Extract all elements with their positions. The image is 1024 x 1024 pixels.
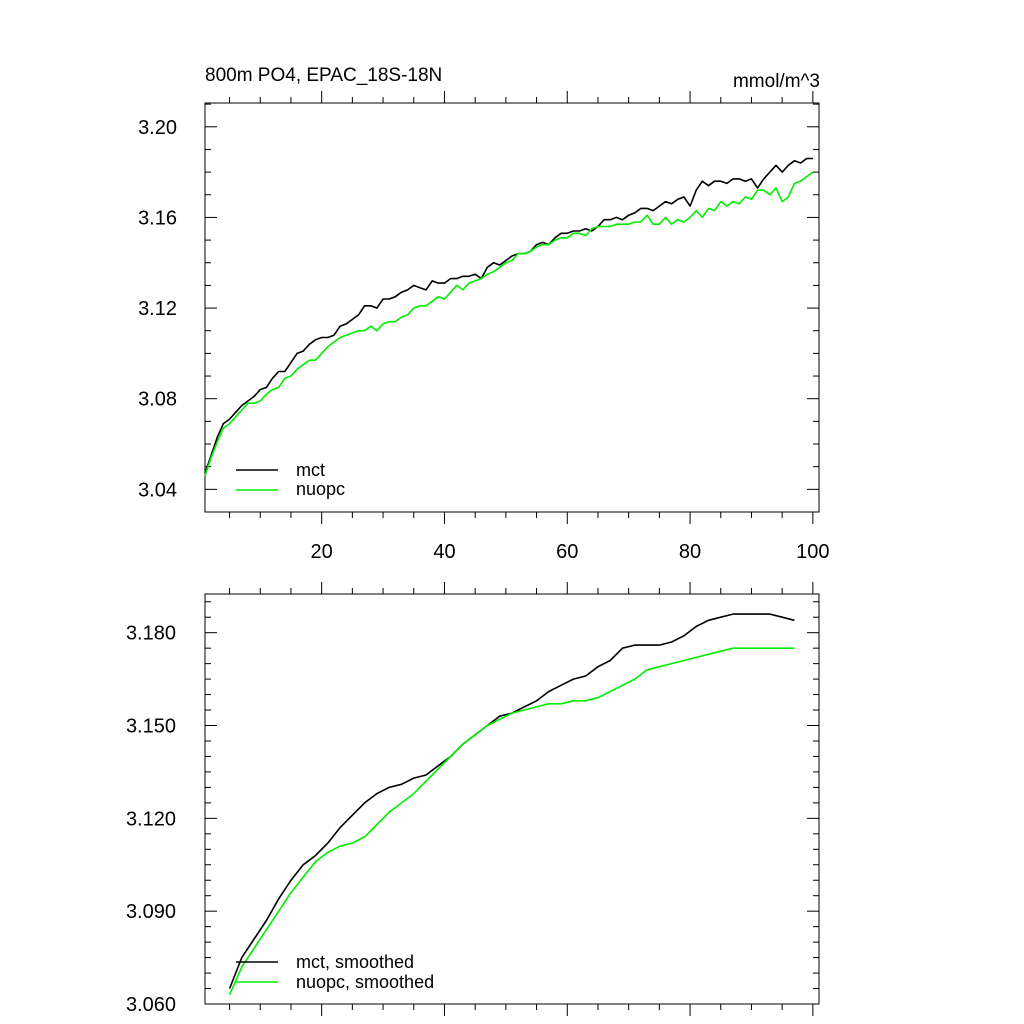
series-line-mct	[204, 157, 813, 474]
x-tick-label: 40	[433, 541, 455, 563]
y-tick-label: 3.180	[126, 623, 176, 645]
y-tick-label: 3.12	[138, 298, 177, 320]
axis-ticks	[205, 582, 819, 1016]
y-tick-label: 3.04	[138, 479, 177, 501]
plot-frame	[204, 593, 820, 1005]
legend-label-nuopc-smoothed: nuopc, smoothed	[296, 972, 434, 992]
y-tick-label: 3.20	[138, 117, 177, 139]
y-tick-label: 3.120	[126, 808, 176, 830]
y-tick-label: 3.090	[126, 901, 176, 923]
series-lines	[228, 613, 795, 996]
series-line-mct-smoothed	[228, 613, 795, 989]
y-tick-labels: 3.060 3.090 3.120 3.150 3.180	[126, 623, 176, 1016]
legend-label-nuopc: nuopc	[296, 479, 345, 499]
legend-label-mct: mct	[296, 460, 325, 480]
x-tick-label: 80	[679, 541, 701, 563]
legend: mct, smoothed nuopc, smoothed	[236, 952, 434, 992]
x-tick-label: 100	[796, 541, 829, 563]
series-line-nuopc-smoothed	[228, 647, 795, 996]
legend: mct nuopc	[236, 460, 345, 499]
x-tick-label: 20	[311, 541, 333, 563]
y-tick-label: 3.08	[138, 389, 177, 411]
y-tick-label: 3.150	[126, 716, 176, 738]
bottom-chart-panel: 3.060 3.090 3.120 3.150 3.180 mct, smoothed …	[126, 582, 820, 1016]
x-tick-labels: 20 40 60 80 100	[311, 541, 830, 563]
x-tick-label: 60	[556, 541, 578, 563]
y-tick-label: 3.060	[126, 994, 176, 1016]
units-label: mmol/m^3	[733, 71, 820, 92]
plot-frame	[204, 102, 820, 513]
y-tick-label: 3.16	[138, 207, 177, 229]
top-chart-panel: 800m PO4, EPAC_18S-18N mmol/m^3 3.04 3.08…	[138, 65, 829, 563]
y-tick-labels: 3.04 3.08 3.12 3.16 3.20	[138, 117, 177, 502]
series-line-nuopc	[204, 171, 814, 476]
legend-label-mct-smoothed: mct, smoothed	[296, 952, 414, 972]
series-lines	[204, 157, 814, 476]
chart-title: 800m PO4, EPAC_18S-18N	[205, 65, 442, 86]
